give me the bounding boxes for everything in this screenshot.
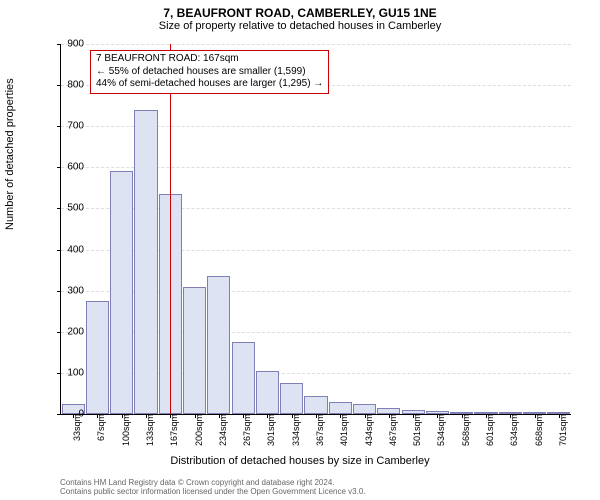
xtick-label: 634sqm [509, 414, 519, 446]
bar [280, 383, 303, 414]
ytick-label: 900 [44, 39, 84, 50]
xtick-label: 167sqm [169, 414, 179, 446]
xtick-label: 501sqm [412, 414, 422, 446]
xtick-label: 467sqm [388, 414, 398, 446]
ytick-label: 500 [44, 203, 84, 214]
bar [329, 402, 352, 414]
x-axis-label: Distribution of detached houses by size … [0, 455, 600, 467]
chart-container: 7, BEAUFRONT ROAD, CAMBERLEY, GU15 1NE S… [0, 0, 600, 500]
bar [256, 371, 279, 414]
xtick-label: 434sqm [364, 414, 374, 446]
bar [353, 404, 376, 414]
xtick-label: 568sqm [461, 414, 471, 446]
ytick-label: 100 [44, 367, 84, 378]
bar [110, 171, 133, 414]
chart-title: 7, BEAUFRONT ROAD, CAMBERLEY, GU15 1NE [0, 0, 600, 20]
ytick-label: 300 [44, 285, 84, 296]
xtick-label: 668sqm [534, 414, 544, 446]
ytick-label: 0 [44, 409, 84, 420]
xtick-label: 534sqm [436, 414, 446, 446]
annotation-box: 7 BEAUFRONT ROAD: 167sqm← 55% of detache… [90, 50, 329, 94]
bar [183, 287, 206, 414]
reference-line [170, 44, 171, 414]
xtick-label: 334sqm [291, 414, 301, 446]
chart-subtitle: Size of property relative to detached ho… [0, 20, 600, 34]
gridline [61, 44, 571, 45]
xtick-label: 601sqm [485, 414, 495, 446]
xtick-label: 701sqm [558, 414, 568, 446]
annotation-line: ← 55% of detached houses are smaller (1,… [96, 66, 323, 79]
bar [304, 396, 327, 415]
ytick-label: 800 [44, 80, 84, 91]
plot-area: 33sqm67sqm100sqm133sqm167sqm200sqm234sqm… [60, 44, 571, 415]
xtick-label: 200sqm [194, 414, 204, 446]
y-axis-label: Number of detached properties [4, 78, 16, 230]
credit-line-2: Contains public sector information licen… [60, 487, 590, 496]
xtick-label: 401sqm [339, 414, 349, 446]
ytick-label: 400 [44, 244, 84, 255]
bar [207, 276, 230, 414]
ytick-label: 700 [44, 121, 84, 132]
xtick-label: 100sqm [121, 414, 131, 446]
xtick-label: 301sqm [266, 414, 276, 446]
bar [134, 110, 157, 414]
xtick-label: 133sqm [145, 414, 155, 446]
xtick-label: 267sqm [242, 414, 252, 446]
ytick-label: 600 [44, 162, 84, 173]
bar [232, 342, 255, 414]
credit-line-1: Contains HM Land Registry data © Crown c… [60, 478, 590, 487]
ytick-label: 200 [44, 326, 84, 337]
xtick-label: 234sqm [218, 414, 228, 446]
annotation-line: 7 BEAUFRONT ROAD: 167sqm [96, 53, 323, 66]
bar [86, 301, 109, 414]
credits: Contains HM Land Registry data © Crown c… [60, 478, 590, 496]
xtick-label: 67sqm [96, 414, 106, 441]
annotation-line: 44% of semi-detached houses are larger (… [96, 78, 323, 91]
xtick-label: 367sqm [315, 414, 325, 446]
